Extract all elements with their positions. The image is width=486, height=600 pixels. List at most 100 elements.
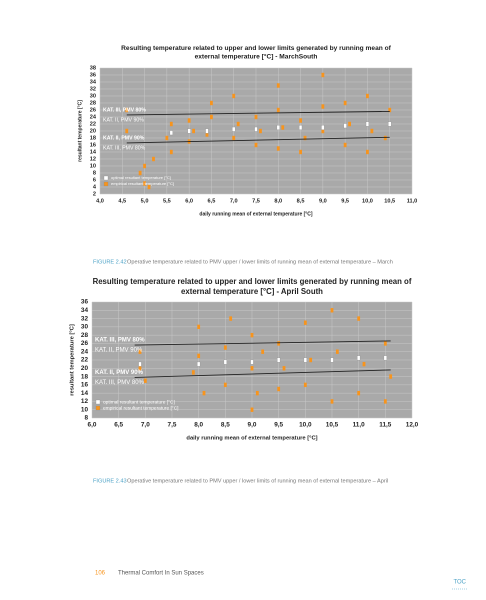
empirical-point xyxy=(191,370,195,375)
x-tick-label: 7,5 xyxy=(252,198,260,204)
empirical-point xyxy=(254,114,258,120)
empirical-point xyxy=(254,142,258,148)
y-tick-label: 14 xyxy=(81,390,89,397)
empirical-point xyxy=(383,341,387,346)
y-tick-label: 18 xyxy=(81,373,89,380)
optimal-point xyxy=(250,359,254,365)
empirical-point xyxy=(388,107,392,113)
x-tick-label: 8,0 xyxy=(194,422,203,429)
caption-label: FIGURE 2.43 xyxy=(93,478,127,484)
y-tick-label: 10 xyxy=(81,406,89,413)
optimal-point xyxy=(330,357,334,363)
optimal-point xyxy=(169,130,173,136)
empirical-point xyxy=(202,390,206,396)
x-axis-label: daily running mean of external temperatu… xyxy=(199,211,312,217)
x-tick-label: 6,5 xyxy=(208,198,216,204)
limit-annotation: KAT. II, PMV 90% xyxy=(95,348,143,354)
empirical-point xyxy=(343,142,347,148)
x-tick-label: 4,5 xyxy=(118,198,126,204)
empirical-point xyxy=(303,320,307,325)
y-tick-label: 26 xyxy=(90,107,96,113)
empirical-point xyxy=(125,128,129,134)
y-tick-label: 34 xyxy=(81,307,89,314)
empirical-point xyxy=(192,128,195,134)
empirical-point xyxy=(210,100,213,106)
optimal-point xyxy=(388,121,392,127)
optimal-point xyxy=(277,357,281,363)
chart-title: Resulting temperature related to upper a… xyxy=(121,45,391,52)
x-tick-label: 5,0 xyxy=(141,198,149,204)
legend-label: empirical resultant temperature [°C] xyxy=(111,181,174,186)
limit-annotation: KAT. III, PMV 80% xyxy=(95,380,145,386)
x-tick-label: 9,5 xyxy=(274,422,283,429)
empirical-point xyxy=(383,399,387,404)
empirical-point xyxy=(187,118,191,123)
limit-annotation: KAT. II, PMV 90% xyxy=(95,370,144,376)
x-tick-label: 7,0 xyxy=(230,198,238,204)
optimal-point xyxy=(365,121,369,127)
empirical-point xyxy=(343,100,347,106)
x-tick-label: 12,0 xyxy=(406,422,419,429)
optimal-point xyxy=(276,125,280,130)
empirical-point xyxy=(299,149,302,155)
x-tick-label: 10,0 xyxy=(299,422,312,429)
empirical-point xyxy=(303,135,307,141)
empirical-point xyxy=(370,128,374,134)
caption-text: Operative temperature related to PMV upp… xyxy=(127,259,393,265)
legend-swatch xyxy=(103,175,109,181)
y-tick-label: 24 xyxy=(90,114,97,120)
y-tick-label: 14 xyxy=(90,149,97,155)
x-tick-label: 8,0 xyxy=(274,198,282,204)
limit-annotation: KAT. II, PMV 90% xyxy=(103,117,144,123)
optimal-point xyxy=(303,357,307,363)
chart-title: external temperature [°C] - MarchSouth xyxy=(195,52,318,60)
empirical-point xyxy=(232,135,236,141)
x-tick-label: 11,0 xyxy=(407,198,418,204)
y-tick-label: 24 xyxy=(81,348,89,355)
empirical-point xyxy=(259,128,262,134)
legend-label: optimal resultant temperature [°C] xyxy=(111,175,171,180)
y-tick-label: 12 xyxy=(90,156,96,162)
empirical-point xyxy=(303,382,307,388)
empirical-point xyxy=(277,386,281,392)
optimal-point xyxy=(205,128,209,134)
empirical-point xyxy=(143,181,146,186)
limit-annotation: KAT. III, PMV 80% xyxy=(103,145,146,151)
empirical-point xyxy=(236,121,240,127)
limit-annotation: KAT. III, PMV 80% xyxy=(103,107,146,113)
x-tick-label: 7,5 xyxy=(168,422,177,429)
chart-title: external temperature [°C] - April South xyxy=(181,287,323,296)
x-tick-label: 6,0 xyxy=(88,422,97,429)
empirical-point xyxy=(169,149,173,155)
empirical-point xyxy=(197,324,201,330)
optimal-point xyxy=(138,361,142,367)
y-tick-label: 18 xyxy=(90,135,96,141)
empirical-point xyxy=(281,125,285,130)
empirical-point xyxy=(143,378,147,383)
x-tick-label: 11,0 xyxy=(353,422,366,429)
y-tick-label: 36 xyxy=(81,299,89,306)
optimal-point xyxy=(383,355,387,361)
optimal-point xyxy=(343,123,347,129)
legend-swatch xyxy=(103,181,109,187)
y-tick-label: 8 xyxy=(84,415,88,422)
empirical-point xyxy=(250,407,254,412)
empirical-point xyxy=(299,118,302,123)
empirical-point xyxy=(276,83,280,88)
toc-link[interactable]: TOC xyxy=(453,580,466,586)
empirical-point xyxy=(330,308,334,313)
empirical-point xyxy=(261,349,265,354)
empirical-point xyxy=(366,149,369,155)
y-tick-label: 28 xyxy=(81,332,89,339)
empirical-point xyxy=(330,399,334,404)
y-tick-label: 32 xyxy=(81,315,89,322)
empirical-point xyxy=(223,382,227,388)
limit-line xyxy=(126,110,390,116)
y-tick-label: 32 xyxy=(90,86,96,92)
empirical-point xyxy=(125,107,129,113)
legend-label: optimal resultant temperature [°C] xyxy=(103,399,175,405)
limit-line xyxy=(134,340,391,346)
empirical-point xyxy=(232,93,236,99)
limit-line xyxy=(134,369,391,378)
